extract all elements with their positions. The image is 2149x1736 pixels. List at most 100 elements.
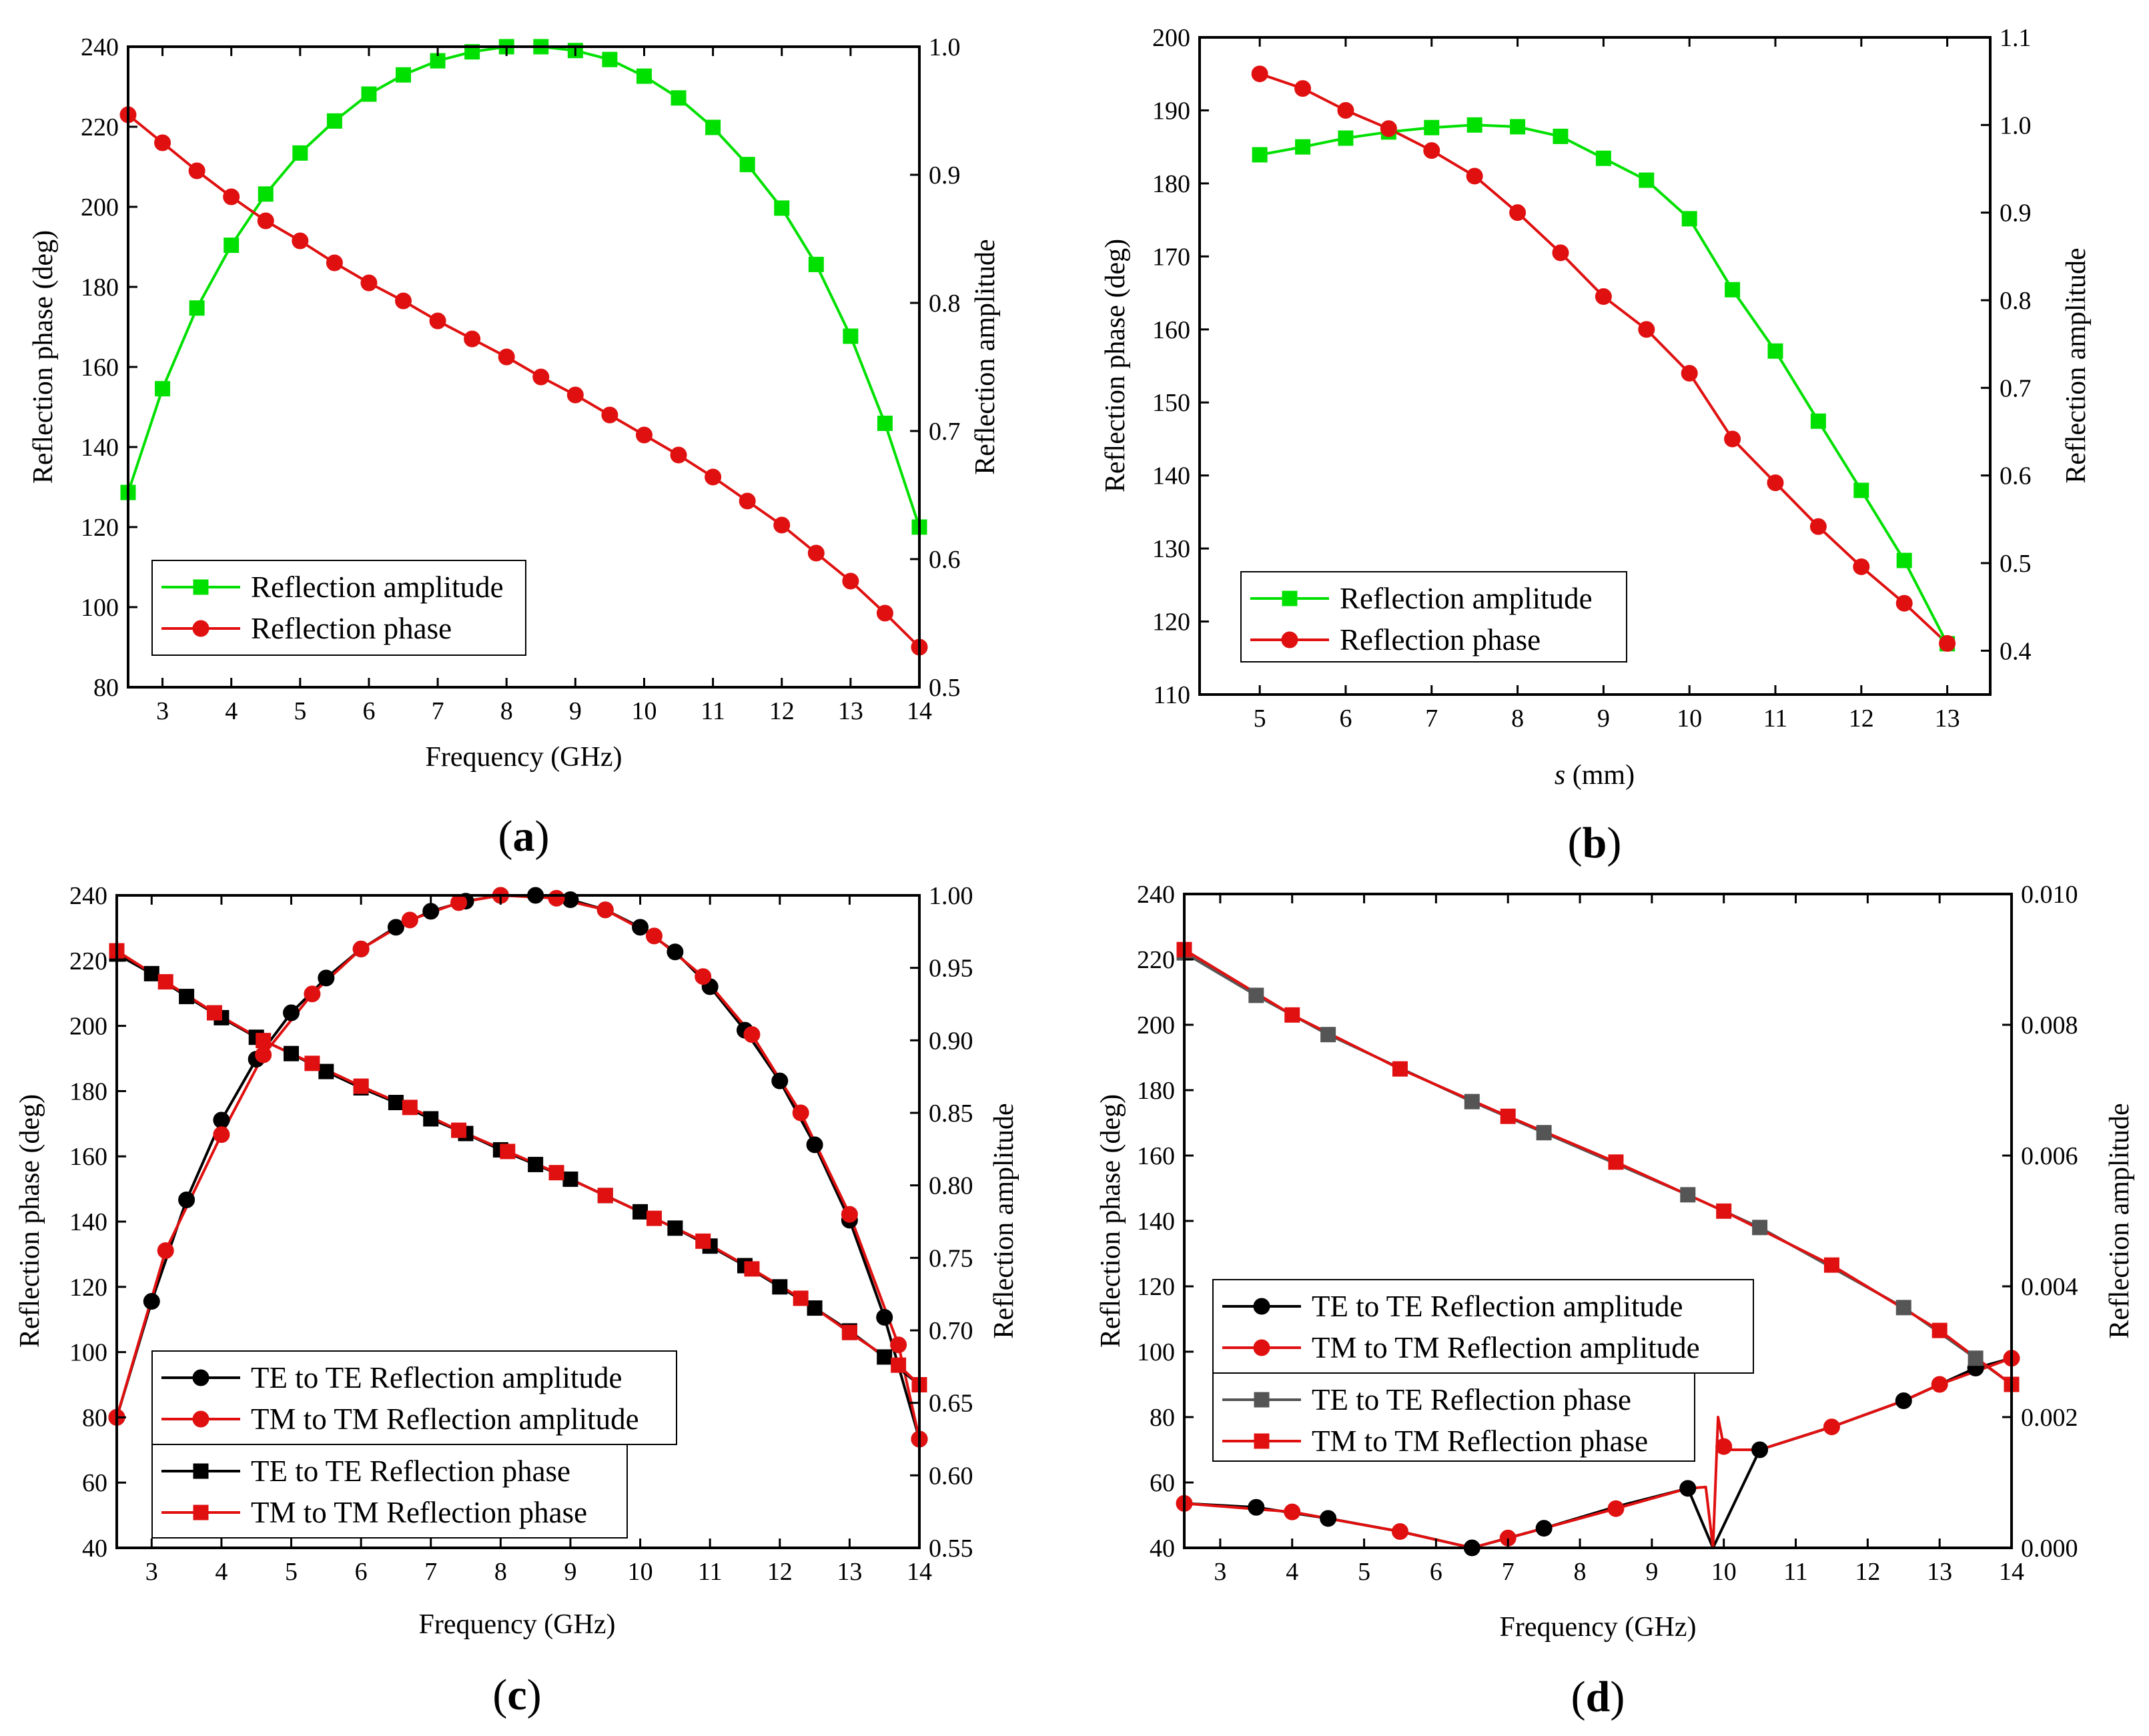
x-tick-label: 9: [1645, 1558, 1658, 1586]
y-tick-label-right: 0.8: [2000, 287, 2032, 315]
data-point: [876, 1308, 893, 1326]
y-axis-title-left: Reflection phase (deg): [1100, 239, 1131, 492]
x-tick-label: 10: [1711, 1558, 1737, 1586]
data-point: [1466, 167, 1483, 185]
panel-label: (b): [1568, 819, 1622, 867]
data-point: [1853, 482, 1869, 498]
data-point: [807, 1300, 823, 1316]
data-point: [792, 1104, 809, 1122]
y-tick-label-left: 240: [69, 882, 107, 910]
y-tick-label-left: 200: [69, 1013, 107, 1041]
data-point: [1535, 1520, 1553, 1537]
y-tick-label-right: 0.6: [2000, 462, 2032, 490]
series-line: [1259, 123, 1949, 644]
data-point: [705, 119, 721, 135]
y-axis-title-right: Reflection amplitude: [2061, 248, 2092, 483]
data-point: [1681, 364, 1698, 382]
data-point: [450, 894, 468, 911]
y-tick-label-right: 0.9: [929, 161, 961, 189]
x-tick-label: 11: [698, 1558, 723, 1586]
data-point: [1284, 1007, 1300, 1023]
data-point: [705, 468, 722, 486]
y-tick-label-right: 0.004: [2021, 1273, 2078, 1301]
legend-marker: [192, 1369, 209, 1386]
x-tick-label: 10: [628, 1558, 653, 1586]
panel-label: (d): [1571, 1673, 1625, 1721]
legend-label: TM to TM Reflection phase: [1312, 1424, 1648, 1458]
y-tick-label-left: 130: [1152, 535, 1190, 563]
data-point: [1294, 80, 1312, 97]
series-line: [127, 45, 921, 528]
y-tick-label-left: 200: [81, 193, 119, 222]
data-point: [401, 911, 418, 929]
data-point: [1767, 343, 1783, 359]
data-point: [429, 312, 446, 330]
x-tick-label: 6: [1339, 705, 1352, 733]
y-tick-label-left: 160: [81, 354, 119, 382]
x-tick-label: 9: [569, 697, 582, 725]
y-tick-label-left: 40: [82, 1535, 107, 1563]
x-tick-label: 12: [767, 1558, 793, 1586]
legend-marker: [192, 620, 209, 637]
legend-marker: [1254, 1392, 1270, 1408]
data-point: [422, 903, 440, 920]
data-point: [596, 901, 614, 919]
data-point: [772, 1279, 788, 1295]
y-tick-label-left: 120: [81, 514, 119, 542]
data-point: [1464, 1094, 1480, 1110]
data-point: [1392, 1061, 1408, 1077]
data-point: [548, 1165, 564, 1181]
data-point: [1607, 1500, 1625, 1517]
y-tick-label-left: 160: [69, 1143, 107, 1171]
data-point: [1639, 172, 1655, 188]
legend: TE to TE Reflection amplitude TM to TM Re…: [151, 1350, 677, 1539]
data-point: [402, 1100, 418, 1116]
data-point: [1931, 1376, 1948, 1393]
legend-label: Reflection phase: [251, 612, 452, 645]
x-axis-title: s (mm): [1555, 760, 1635, 791]
data-point: [1500, 1108, 1516, 1124]
y-tick-label-left: 120: [1152, 608, 1190, 636]
data-point: [157, 974, 173, 990]
data-point: [667, 1220, 683, 1236]
legend-marker: [192, 1410, 209, 1428]
y-tick-label-left: 220: [69, 947, 107, 975]
data-point: [387, 919, 404, 936]
y-tick-label-left: 140: [1152, 462, 1190, 490]
x-tick-label: 6: [362, 697, 375, 725]
chart-panel: 3 4 5 6 7 8 9 10 11 12 13 14 40 60 80 100 120 140 160 180 20…: [1096, 881, 2135, 1721]
panel-label: (a): [498, 812, 550, 861]
data-point: [670, 446, 687, 464]
y-tick-label-left: 200: [1137, 1011, 1175, 1039]
legend-box: [1212, 1279, 1754, 1374]
y-tick-label-left: 140: [1137, 1208, 1175, 1236]
data-point: [774, 200, 790, 216]
data-point: [1337, 101, 1354, 119]
y-tick-label-right: 0.85: [929, 1100, 973, 1128]
data-point: [395, 292, 412, 310]
legend-marker: [193, 579, 209, 595]
legend-label: TM to TM Reflection phase: [251, 1496, 587, 1529]
y-tick-label-right: 0.60: [929, 1462, 973, 1490]
data-point: [667, 943, 684, 961]
data-point: [1380, 120, 1397, 137]
data-point: [1510, 119, 1526, 135]
data-point: [528, 1156, 544, 1172]
legend: Reflection amplitude Reflection phase: [1240, 571, 1627, 663]
y-tick-label-left: 220: [1137, 946, 1175, 974]
legend-box: [151, 560, 526, 656]
data-point: [877, 1349, 893, 1365]
plot-frame: [1198, 36, 1992, 696]
y-tick-label-right: 0.90: [929, 1027, 973, 1055]
x-tick-label: 11: [701, 697, 725, 725]
y-tick-label-right: 0.75: [929, 1244, 973, 1272]
data-point: [1968, 1350, 1984, 1366]
data-point: [562, 1171, 578, 1187]
data-point: [548, 889, 565, 907]
legend-box: [151, 1350, 677, 1445]
legend: TE to TE Reflection amplitude TM to TM Re…: [1212, 1279, 1754, 1462]
y-tick-label-left: 80: [82, 1404, 107, 1432]
x-tick-label: 9: [1597, 705, 1610, 733]
y-tick-label-right: 0.70: [929, 1317, 973, 1345]
data-point: [1679, 1480, 1697, 1497]
